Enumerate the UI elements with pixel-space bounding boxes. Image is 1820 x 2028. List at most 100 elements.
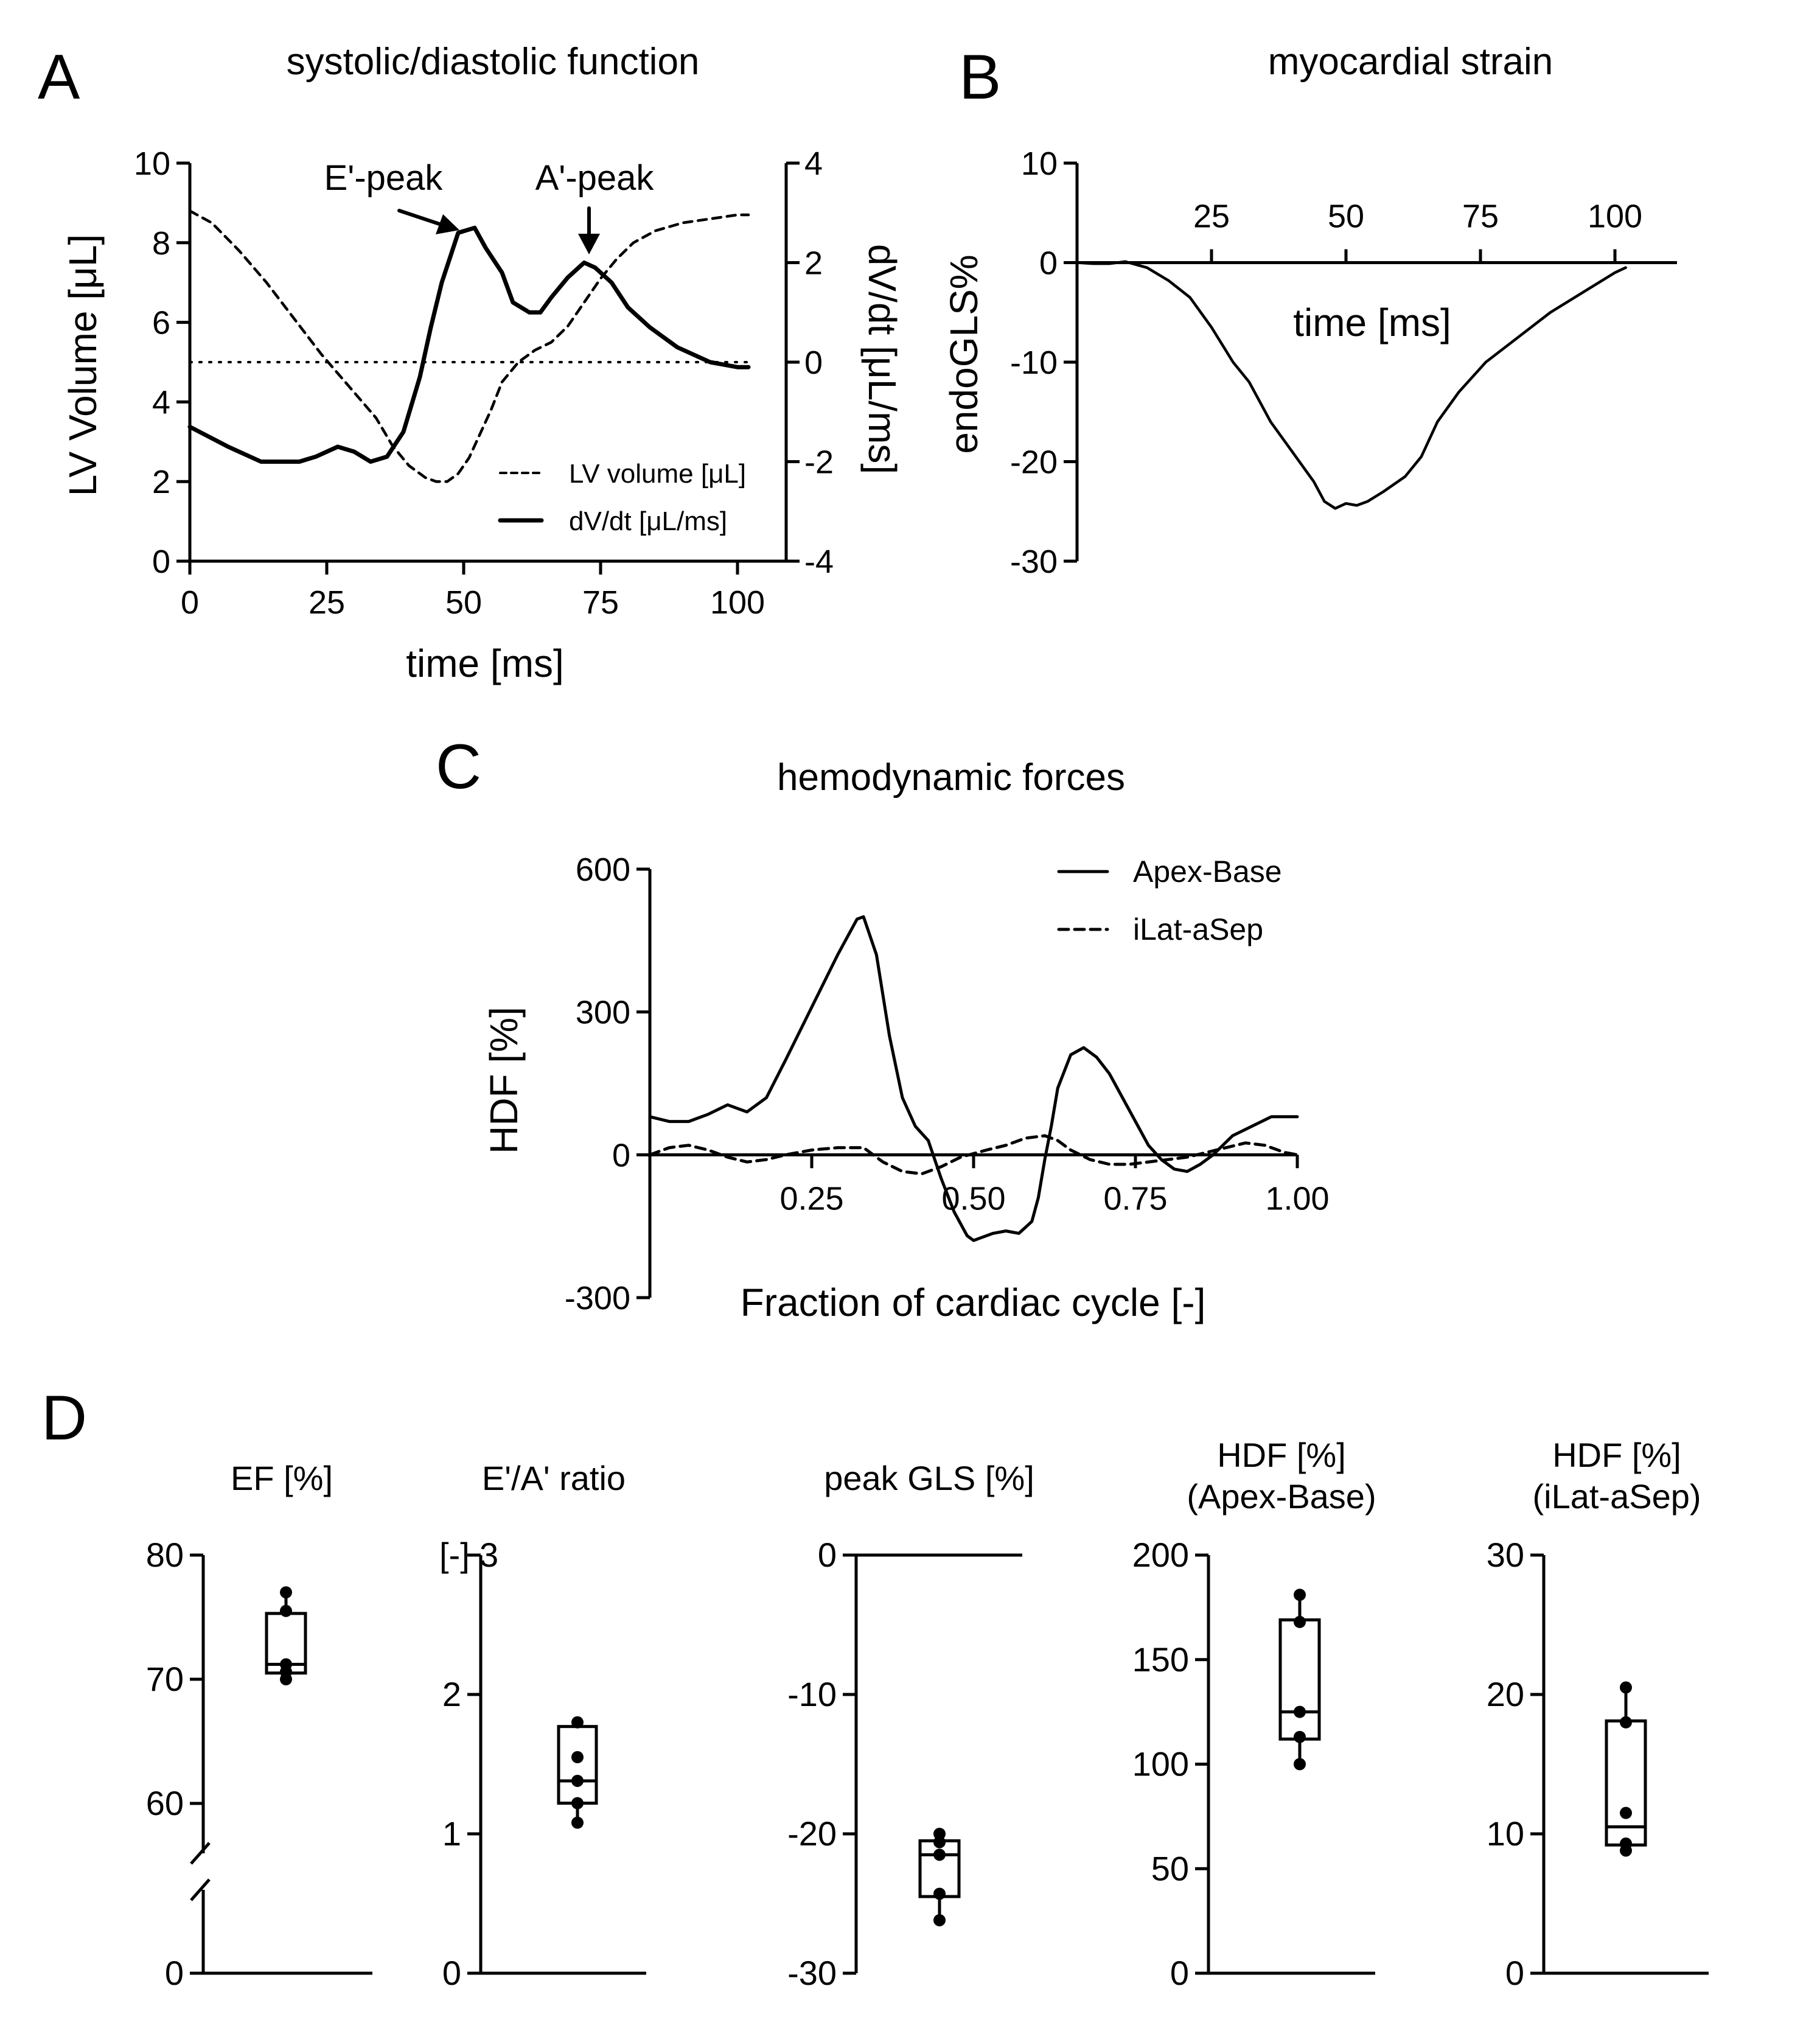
panel-a-ticks: 0 25 50 75 100 0 2 4 6 8 10 -4 -2 0 2 4 xyxy=(134,145,834,621)
panel-a-x-tick-label: 50 xyxy=(445,584,482,621)
boxplot-y-tick-label: 150 xyxy=(1132,1640,1189,1679)
boxplot-box xyxy=(1605,1719,1647,1847)
panel-letter-b: B xyxy=(959,42,1001,113)
boxplot-y-tick-label: 3 xyxy=(479,1536,498,1574)
panel-letter-a: A xyxy=(38,42,80,113)
panel-b-ylabel: endoGLS% xyxy=(942,254,986,453)
panel-c-y-tick-label: 300 xyxy=(576,995,630,1031)
boxplot-point xyxy=(933,1828,946,1840)
panel-a-ylabel-right: dV/dt [μL/ms] xyxy=(860,244,904,474)
panel-a-y-right-tick-label: -4 xyxy=(804,544,834,580)
panel-a-ylabel-left: LV Volume [μL] xyxy=(61,234,105,497)
panel-b: B myocardial strain 25 50 75 100 -30 -20 -10 0 1… xyxy=(942,41,1677,580)
panel-c-x-tick-label: 0.50 xyxy=(941,1180,1005,1217)
legend-label-lv-volume: LV volume [μL] xyxy=(569,459,746,489)
boxplot-unit-label: [-] xyxy=(439,1536,470,1574)
panel-a-y-tick-label: 4 xyxy=(152,384,170,421)
boxplot-point xyxy=(280,1658,292,1671)
boxplot-subtitle: (Apex-Base) xyxy=(1187,1477,1376,1516)
boxplot-box xyxy=(557,1725,598,1805)
panel-b-x-tick-label: 100 xyxy=(1588,198,1642,235)
panel-b-x-tick-label: 25 xyxy=(1193,198,1230,235)
axis-break-mark xyxy=(190,1842,211,1865)
series-dvdt-line xyxy=(187,225,751,464)
boxplot-point xyxy=(933,1887,946,1900)
panel-d: D EF [%] 0 60 70 80 E'/A' ratio 0 1 2 3 [-] peak GL… xyxy=(41,1383,1709,1992)
boxplot-point xyxy=(571,1774,584,1787)
panel-c: C hemodynamic forces 0.25 0.50 0.75 1.00 -30… xyxy=(436,732,1330,1324)
panel-c-x-tick-label: 0.75 xyxy=(1103,1180,1167,1217)
boxplot-point xyxy=(1620,1837,1632,1850)
boxplot-y-tick-label: 200 xyxy=(1132,1536,1189,1574)
panel-d-boxplots: EF [%] 0 60 70 80 E'/A' ratio 0 1 2 3 [-] peak GLS … xyxy=(146,1436,1709,1992)
boxplot-y-tick-label: 0 xyxy=(1505,1954,1524,1992)
boxplot-point xyxy=(933,1914,946,1926)
boxplot-y-tick-label: 30 xyxy=(1487,1536,1524,1574)
panel-a-legend: LV volume [μL] dV/dt [μL/ms] xyxy=(498,459,746,536)
panel-a-title: systolic/diastolic function xyxy=(287,41,700,83)
boxplot-point xyxy=(1620,1716,1632,1729)
panel-a-y-tick-label: 0 xyxy=(152,544,170,580)
boxplot-y-tick-label: 80 xyxy=(146,1536,184,1574)
boxplot-5: HDF [%](iLat-aSep) 0 10 20 30 xyxy=(1487,1436,1709,1992)
panel-c-x-tick-label: 1.00 xyxy=(1265,1180,1329,1217)
panel-a-y-tick-label: 8 xyxy=(152,225,170,262)
boxplot-point xyxy=(571,1797,584,1809)
series-apex-base-line xyxy=(648,915,1299,1242)
panel-a-x-tick-label: 25 xyxy=(309,584,345,621)
boxplot-title: HDF [%] xyxy=(1217,1436,1346,1474)
boxplot-title: HDF [%] xyxy=(1552,1436,1681,1474)
boxplot-y-tick-label: 60 xyxy=(146,1784,184,1822)
boxplot-y-tick-label: 0 xyxy=(818,1536,837,1574)
boxplot-title: E'/A' ratio xyxy=(482,1459,626,1497)
annotation-e-peak: E'-peak xyxy=(324,158,444,198)
boxplot-subtitle: (iLat-aSep) xyxy=(1532,1477,1701,1516)
boxplot-title: peak GLS [%] xyxy=(824,1459,1034,1497)
boxplot-y-tick-label: 10 xyxy=(1487,1814,1524,1853)
panel-a-y-right-tick-label: 2 xyxy=(804,245,823,282)
panel-a-y-right-tick-label: 0 xyxy=(804,344,823,381)
boxplot-y-tick-label: 70 xyxy=(146,1660,184,1698)
panel-c-series xyxy=(648,915,1299,1242)
panel-b-xlabel: time [ms] xyxy=(1293,301,1451,344)
panel-c-x-tick-label: 0.25 xyxy=(779,1180,843,1217)
boxplot-point xyxy=(933,1836,946,1848)
panel-a-y-tick-label: 10 xyxy=(134,145,170,182)
boxplot-point xyxy=(1620,1681,1632,1694)
boxplot-y-tick-label: -20 xyxy=(787,1814,837,1853)
panel-b-x-tick-label: 75 xyxy=(1462,198,1499,235)
axis-break-mark xyxy=(190,1878,211,1901)
panel-c-y-tick-label: 0 xyxy=(612,1137,630,1173)
series-endogls-line xyxy=(1075,260,1627,510)
panel-c-title: hemodynamic forces xyxy=(777,757,1125,799)
boxplot-3: peak GLS [%] -30 -20 -10 0 xyxy=(787,1459,1034,1992)
boxplot-4: HDF [%](Apex-Base) 0 50 100 150 200 xyxy=(1132,1436,1376,1992)
boxplot-point xyxy=(1294,1615,1306,1628)
boxplot-y-tick-label: 1 xyxy=(442,1814,461,1853)
boxplot-y-tick-label: 0 xyxy=(1170,1954,1189,1992)
boxplot-point xyxy=(571,1816,584,1829)
panel-b-y-tick-label: 0 xyxy=(1039,245,1058,282)
boxplot-point xyxy=(1620,1806,1632,1819)
panel-a: A systolic/diastolic function 0 25 50 75 100… xyxy=(38,41,904,685)
boxplot-point xyxy=(571,1716,584,1729)
boxplot-point xyxy=(280,1586,292,1599)
boxplot-point xyxy=(1294,1758,1306,1771)
boxplot-title: EF [%] xyxy=(231,1459,333,1497)
panel-c-legend: Apex-Base iLat-aSep xyxy=(1057,855,1282,946)
boxplot-y-tick-label: 0 xyxy=(442,1954,461,1992)
legend-label-apex-base: Apex-Base xyxy=(1133,855,1282,889)
panel-a-xlabel: time [ms] xyxy=(406,642,564,685)
boxplot-point xyxy=(1294,1589,1306,1601)
boxplot-y-tick-label: 50 xyxy=(1151,1849,1189,1887)
series-lv-line xyxy=(188,209,750,483)
panel-c-ylabel: HDF [%] xyxy=(482,1007,526,1154)
legend-label-ilat-asep: iLat-aSep xyxy=(1133,912,1263,946)
boxplot-point xyxy=(571,1751,584,1764)
e-peak-arrow xyxy=(397,209,459,234)
boxplot-y-tick-label: 20 xyxy=(1487,1675,1524,1713)
panel-c-y-tick-label: -300 xyxy=(565,1280,630,1316)
panel-b-y-tick-label: -30 xyxy=(1010,544,1058,580)
boxplot-1: EF [%] 0 60 70 80 xyxy=(146,1459,372,1992)
